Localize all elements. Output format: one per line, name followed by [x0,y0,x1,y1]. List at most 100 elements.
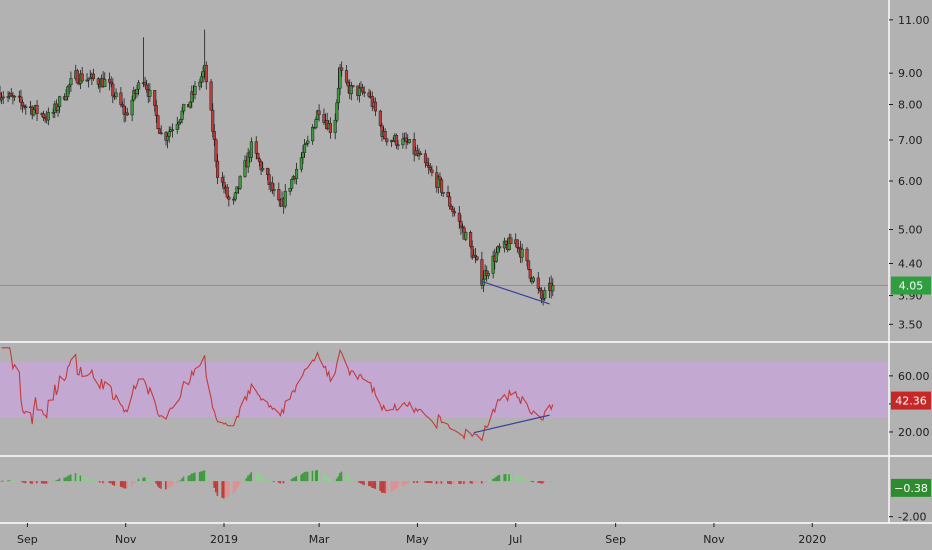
macd-bar [348,477,351,482]
macd-bar [506,474,509,482]
candle-body [536,277,540,289]
macd-bar [124,481,127,489]
candle-body [452,211,457,214]
macd-bar [293,477,296,482]
macd-bar [492,478,494,482]
candle [383,128,387,140]
candle-body [193,86,197,95]
macd-bar [202,470,204,482]
candle [167,126,171,143]
candle-body [159,132,163,134]
candle-body [328,123,332,133]
candle [132,86,136,102]
macd-bar [392,481,394,492]
macd-bar [282,481,285,484]
candle [498,243,502,252]
x-tick-label: May [406,533,429,546]
candle [180,106,184,124]
candle-body [427,165,431,168]
last-price-badge-text: 4.05 [899,280,924,293]
candle-body [446,192,450,198]
macd-bar [326,476,328,482]
macd-bar [397,481,399,488]
candle [261,161,265,172]
candle [9,88,13,97]
macd-bar [493,477,496,482]
candle [119,87,123,108]
candle-body [67,84,71,88]
x-tick-label: Nov [115,533,137,546]
candle-body [385,138,389,143]
macd-bar [418,481,420,483]
macd-bar [514,474,517,482]
candle [214,137,218,168]
candle-body [428,167,432,171]
macd-bar [29,481,32,484]
candle [509,233,513,244]
candle [35,100,39,122]
macd-bar [360,481,362,484]
macd-bar [205,472,207,482]
candle [357,82,361,103]
candle-body [227,196,231,200]
macd-bar [301,473,304,482]
candle-body [199,76,204,83]
candle-body [378,110,382,126]
macd-bar [498,474,501,482]
macd-bar [538,481,541,484]
candle [340,61,344,77]
macd-bar [427,481,430,484]
candle-body [539,290,544,299]
macd-bar [0,480,3,482]
macd-bar [69,474,72,482]
x-axis: Sep Nov 2019 Mar May Jul Sep Nov 2020 [17,523,826,546]
macd-bar [529,481,531,482]
macd-bar [237,481,240,487]
candle [272,183,276,197]
macd-bar [551,480,554,482]
macd-bar [369,481,372,487]
candle-body [111,83,115,97]
candle-body [66,86,70,98]
macd-bar [68,475,70,482]
candle [446,185,450,198]
macd-bar [461,481,464,484]
macd-bar [155,481,157,484]
macd-bar [334,480,336,482]
macd-bar [292,477,294,482]
candle [122,98,126,123]
macd-bar [239,481,241,484]
candle [317,104,321,122]
candle-body [538,288,542,291]
macd-bar [306,471,309,482]
macd-bar [416,481,419,484]
candle [24,104,28,115]
candle [491,250,495,279]
candle [238,175,242,191]
candle [412,132,416,162]
macd-bar [223,481,225,499]
macd-bar [110,481,112,484]
x-tick-label: Sep [605,533,626,546]
candle-body [143,82,147,86]
macd-bar [21,481,24,483]
macd-bar [221,481,224,498]
price-divergence-line[interactable] [480,280,550,305]
candle-body [480,259,484,286]
rsi-divergence-line[interactable] [473,414,550,434]
candle [520,243,524,263]
macd-bar [119,481,122,487]
candle-body [551,285,555,292]
candle-body [261,167,265,171]
candle [46,107,50,126]
candle-body [178,119,183,123]
macd-bar [123,481,125,489]
price-tick-label: 5.00 [898,223,923,236]
macd-bar [277,481,280,483]
macd-bar [65,477,67,482]
candle [277,182,281,202]
macd-bar [442,481,444,484]
candle-body [367,92,371,97]
candle [125,107,129,117]
